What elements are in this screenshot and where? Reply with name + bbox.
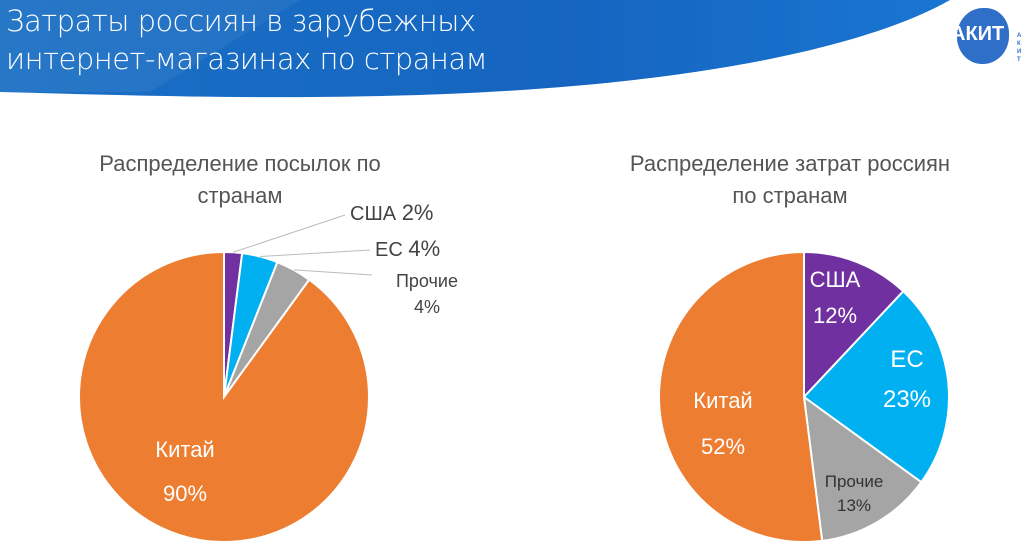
chart2-label-other: Прочие 13% bbox=[824, 472, 884, 515]
chart1-title-line1: Распределение посылок по bbox=[99, 151, 381, 176]
chart2-slice-eu bbox=[802, 289, 950, 484]
chart2-slice-other bbox=[802, 394, 923, 542]
chart1-label-china: Китай 90% bbox=[155, 437, 215, 506]
chart2-label-usa: США 12% bbox=[809, 267, 861, 328]
chart1-slice-china bbox=[78, 250, 370, 543]
chart1-leader-eu bbox=[260, 249, 371, 258]
chart1-label-eu: ЕС 4% bbox=[375, 236, 441, 261]
chart2-label-eu: ЕС 23% bbox=[882, 346, 932, 413]
title-line-1: Затраты россиян в зарубежных bbox=[6, 4, 476, 38]
chart1-label-other: Прочие 4% bbox=[395, 271, 458, 317]
chart1-label-usa: США 2% bbox=[350, 200, 434, 225]
chart1-leader-other bbox=[293, 269, 373, 276]
chart2-label-china: Китай 52% bbox=[693, 388, 753, 459]
chart1-leader-usa bbox=[232, 214, 346, 253]
chart2-slice-usa bbox=[803, 250, 905, 400]
chart2-title-line2: по странам bbox=[732, 183, 848, 208]
title-line-2: интернет-магазинах по странам bbox=[6, 42, 488, 76]
header-banner bbox=[0, 0, 950, 98]
logo-text: АКИТ bbox=[951, 23, 1005, 45]
page-title: Затраты россиян в зарубежных интернет-ма… bbox=[6, 2, 488, 78]
chart1-title-line2: странам bbox=[197, 183, 283, 208]
chart2-title: Распределение затрат россиян по странам bbox=[590, 148, 990, 212]
akit-logo: АКИТ bbox=[951, 8, 1009, 64]
chart2-slice-china bbox=[658, 250, 824, 543]
chart2-title-line1: Распределение затрат россиян bbox=[629, 151, 951, 176]
chart1-title: Распределение посылок по странам bbox=[60, 148, 420, 212]
